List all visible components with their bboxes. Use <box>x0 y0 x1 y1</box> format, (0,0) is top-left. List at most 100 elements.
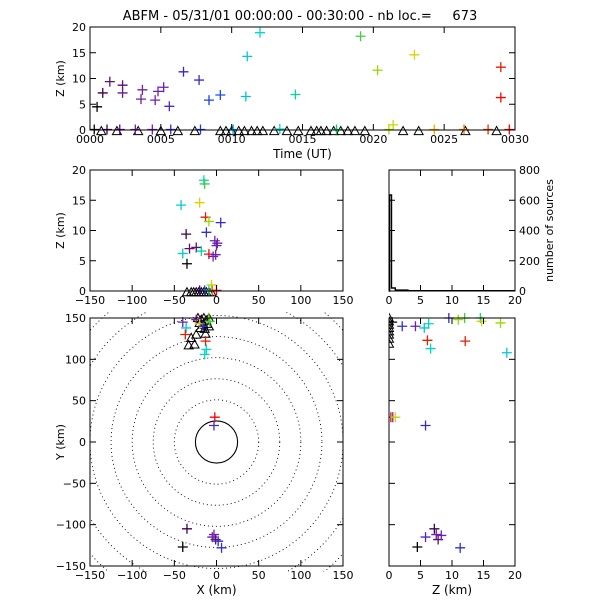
source-cross <box>460 336 471 347</box>
x-tick-label: 0 <box>386 294 393 307</box>
source-cross <box>495 92 506 103</box>
range-ring <box>194 420 239 464</box>
x-tick-label: 0000 <box>76 133 104 146</box>
source-cross <box>290 89 301 100</box>
source-cross <box>199 349 210 360</box>
ground-source-triangle <box>335 125 347 136</box>
source-cross <box>92 101 103 112</box>
x-tick-label: 0030 <box>501 133 529 146</box>
ground-source-triangle <box>460 125 471 136</box>
height-y-panel: 0 5 10 15 20 Z (km) <box>386 312 522 597</box>
height-histogram-frame <box>388 169 516 292</box>
source-cross <box>178 66 189 77</box>
ground-source-triangle <box>246 125 257 136</box>
source-cross <box>390 412 401 423</box>
source-cross <box>331 124 342 135</box>
y-tick-label: −100 <box>56 519 86 532</box>
x-tick-label: −50 <box>163 294 186 307</box>
range-ring <box>90 315 343 569</box>
source-cross <box>240 91 251 102</box>
x-tick-label: 0025 <box>430 133 458 146</box>
plan-view-frame <box>89 317 344 567</box>
x-tick-label: −150 <box>75 569 105 582</box>
y-tick-label: 200 <box>519 255 540 268</box>
source-cross <box>97 87 108 98</box>
ground-source-triangle <box>189 338 200 349</box>
source-cross <box>388 119 399 130</box>
source-cross <box>483 124 494 135</box>
range-ring <box>173 399 260 485</box>
ground-source-triangle <box>342 125 354 136</box>
source-cross <box>419 322 430 333</box>
source-cross <box>409 49 420 60</box>
source-cross <box>181 322 192 333</box>
y-tick-label: 10 <box>72 73 86 86</box>
y-tick-label: 20 <box>72 21 86 34</box>
ground-source-triangle <box>389 325 395 336</box>
source-cross <box>208 251 219 262</box>
x-tick-label: 0010 <box>218 133 246 146</box>
source-cross <box>215 89 226 100</box>
x-tick-label: 15 <box>477 569 491 582</box>
source-cross <box>90 124 100 135</box>
source-cross <box>102 124 112 135</box>
source-cross <box>165 124 176 135</box>
ground-source-triangle <box>226 125 238 136</box>
time-height-frame <box>89 26 516 131</box>
source-cross <box>425 343 436 354</box>
ground-source-triangle <box>233 125 245 136</box>
source-cross <box>208 529 219 540</box>
source-cross <box>136 94 146 105</box>
source-cross <box>412 541 423 552</box>
ground-source-triangle <box>95 125 107 136</box>
ground-source-triangle <box>172 125 184 136</box>
ground-source-triangle <box>359 125 371 136</box>
source-cross <box>423 318 434 329</box>
ground-source-triangle <box>321 125 332 136</box>
source-cross <box>181 258 192 269</box>
source-cross <box>177 317 188 328</box>
range-ring <box>110 336 323 548</box>
y-axis-label: Y (km) <box>54 424 67 461</box>
source-cross <box>242 51 253 62</box>
ground-source-triangle <box>315 125 327 136</box>
source-cross <box>228 124 239 135</box>
source-cross <box>201 227 212 238</box>
ground-source-triangle <box>389 338 395 348</box>
ground-source-triangle <box>183 339 195 350</box>
y-axis-label: number of sources <box>543 179 556 282</box>
source-cross <box>212 238 223 249</box>
figure-title: ABFM - 05/31/01 00:00:00 - 00:30:00 - nb… <box>123 9 478 24</box>
y-tick-label: 5 <box>79 255 86 268</box>
source-cross <box>147 124 158 135</box>
source-cross <box>191 242 202 253</box>
y-tick-label: 20 <box>72 164 86 177</box>
ground-source-triangle <box>389 329 395 339</box>
ground-source-triangle <box>389 333 395 343</box>
ground-source-triangle <box>491 125 502 136</box>
source-cross <box>501 347 512 358</box>
source-cross <box>216 542 227 553</box>
source-cross <box>389 317 398 328</box>
ground-source-triangle <box>305 125 317 136</box>
x-tick-label: 20 <box>508 569 522 582</box>
x-tick-label: 15 <box>477 294 491 307</box>
x-height-plot-area <box>176 175 226 297</box>
x-tick-label: 10 <box>445 569 459 582</box>
source-cross <box>383 124 394 135</box>
ground-source-triangle <box>239 125 250 136</box>
histogram-line <box>389 194 515 292</box>
y-tick-label: 800 <box>519 164 540 177</box>
source-cross <box>114 124 125 135</box>
ground-source-triangle <box>397 125 409 136</box>
source-cross <box>177 541 188 552</box>
y-tick-label: 0 <box>79 436 86 449</box>
x-tick-label: 5 <box>417 294 424 307</box>
ground-source-triangle <box>349 125 361 136</box>
source-cross <box>429 523 440 534</box>
x-axis-label: Z (km) <box>432 583 472 597</box>
x-tick-label: 0005 <box>147 133 175 146</box>
source-cross <box>196 246 207 257</box>
source-cross <box>195 124 206 135</box>
